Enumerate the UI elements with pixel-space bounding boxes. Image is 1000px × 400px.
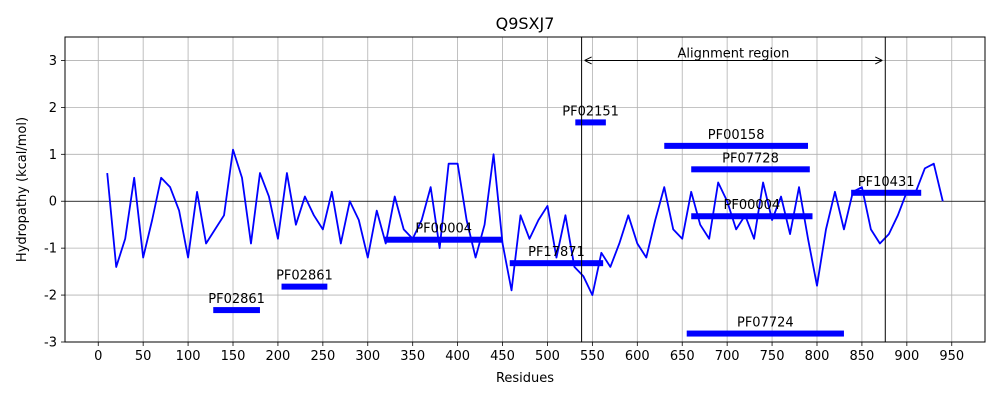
domain-bar bbox=[509, 260, 604, 267]
domain-bar bbox=[384, 236, 503, 243]
alignment-label: Alignment region bbox=[678, 46, 790, 61]
chart-title: Q9SXJ7 bbox=[496, 14, 555, 33]
domain-bar bbox=[691, 213, 813, 220]
plot-frame bbox=[64, 36, 986, 343]
y-tick-label: 2 bbox=[49, 101, 57, 116]
x-tick-label: 50 bbox=[135, 349, 152, 364]
domain-label: PF02861 bbox=[276, 269, 333, 284]
alignment-region: Alignment region bbox=[581, 37, 886, 342]
hydropathy-series bbox=[106, 148, 944, 296]
domain-label: PF00004 bbox=[415, 222, 472, 237]
x-tick-label: 100 bbox=[176, 349, 201, 364]
y-axis-title: Hydropathy (kcal/mol) bbox=[15, 117, 30, 262]
x-tick-label: 200 bbox=[266, 349, 291, 364]
domain-label: PF17871 bbox=[528, 245, 585, 260]
domain-label: PF10431 bbox=[858, 175, 915, 190]
domain-label: PF07728 bbox=[722, 151, 779, 166]
domain-label: PF00158 bbox=[708, 128, 765, 143]
x-tick-label: 800 bbox=[805, 349, 830, 364]
x-tick-label: 150 bbox=[221, 349, 246, 364]
x-tick-label: 750 bbox=[760, 349, 785, 364]
x-tick-label: 350 bbox=[400, 349, 425, 364]
y-tick-label: 1 bbox=[49, 148, 57, 163]
domain-bar bbox=[281, 283, 328, 290]
domain-label: PF02861 bbox=[208, 292, 265, 307]
x-tick-label: 400 bbox=[445, 349, 470, 364]
x-tick-label: 700 bbox=[715, 349, 740, 364]
domain-bar bbox=[686, 330, 844, 337]
y-tick-label: 0 bbox=[49, 195, 57, 210]
x-tick-label: 900 bbox=[894, 349, 919, 364]
x-tick-label: 600 bbox=[625, 349, 650, 364]
domain-bar bbox=[691, 166, 810, 173]
hydropathy-line bbox=[106, 148, 944, 296]
x-axis-title: Residues bbox=[496, 371, 554, 386]
y-ticks: -3 -2 -1 0 1 2 3 bbox=[44, 54, 65, 351]
y-tick-label: 3 bbox=[49, 54, 57, 69]
domain-bar bbox=[851, 189, 922, 196]
x-tick-label: 450 bbox=[490, 349, 515, 364]
x-tick-label: 500 bbox=[535, 349, 560, 364]
domain-label: PF00004 bbox=[724, 198, 781, 213]
y-tick-label: -3 bbox=[44, 336, 57, 351]
x-tick-label: 550 bbox=[580, 349, 605, 364]
alignment-arrow-left-head bbox=[584, 56, 592, 65]
alignment-arrow-right-head bbox=[875, 56, 883, 65]
x-tick-label: 300 bbox=[355, 349, 380, 364]
x-ticks: 0 50 100 150 200 250 300 350 400 450 500 550 600 650 7… bbox=[94, 342, 964, 364]
domain-label: PF02151 bbox=[562, 104, 619, 119]
grid bbox=[65, 37, 985, 343]
x-tick-label: 650 bbox=[670, 349, 695, 364]
x-tick-label: 950 bbox=[939, 349, 964, 364]
y-tick-label: -1 bbox=[44, 242, 57, 257]
x-tick-label: 0 bbox=[94, 349, 102, 364]
x-tick-label: 850 bbox=[850, 349, 875, 364]
domain-bar bbox=[575, 119, 606, 126]
y-tick-label: -2 bbox=[44, 289, 57, 304]
x-tick-label: 250 bbox=[310, 349, 335, 364]
domain-bars: PF02861 PF02861 PF00004 PF17871 PF02151 PF001… bbox=[208, 104, 922, 337]
domain-bar bbox=[664, 142, 809, 149]
domain-bar bbox=[213, 307, 260, 314]
domain-label: PF07724 bbox=[737, 316, 794, 331]
